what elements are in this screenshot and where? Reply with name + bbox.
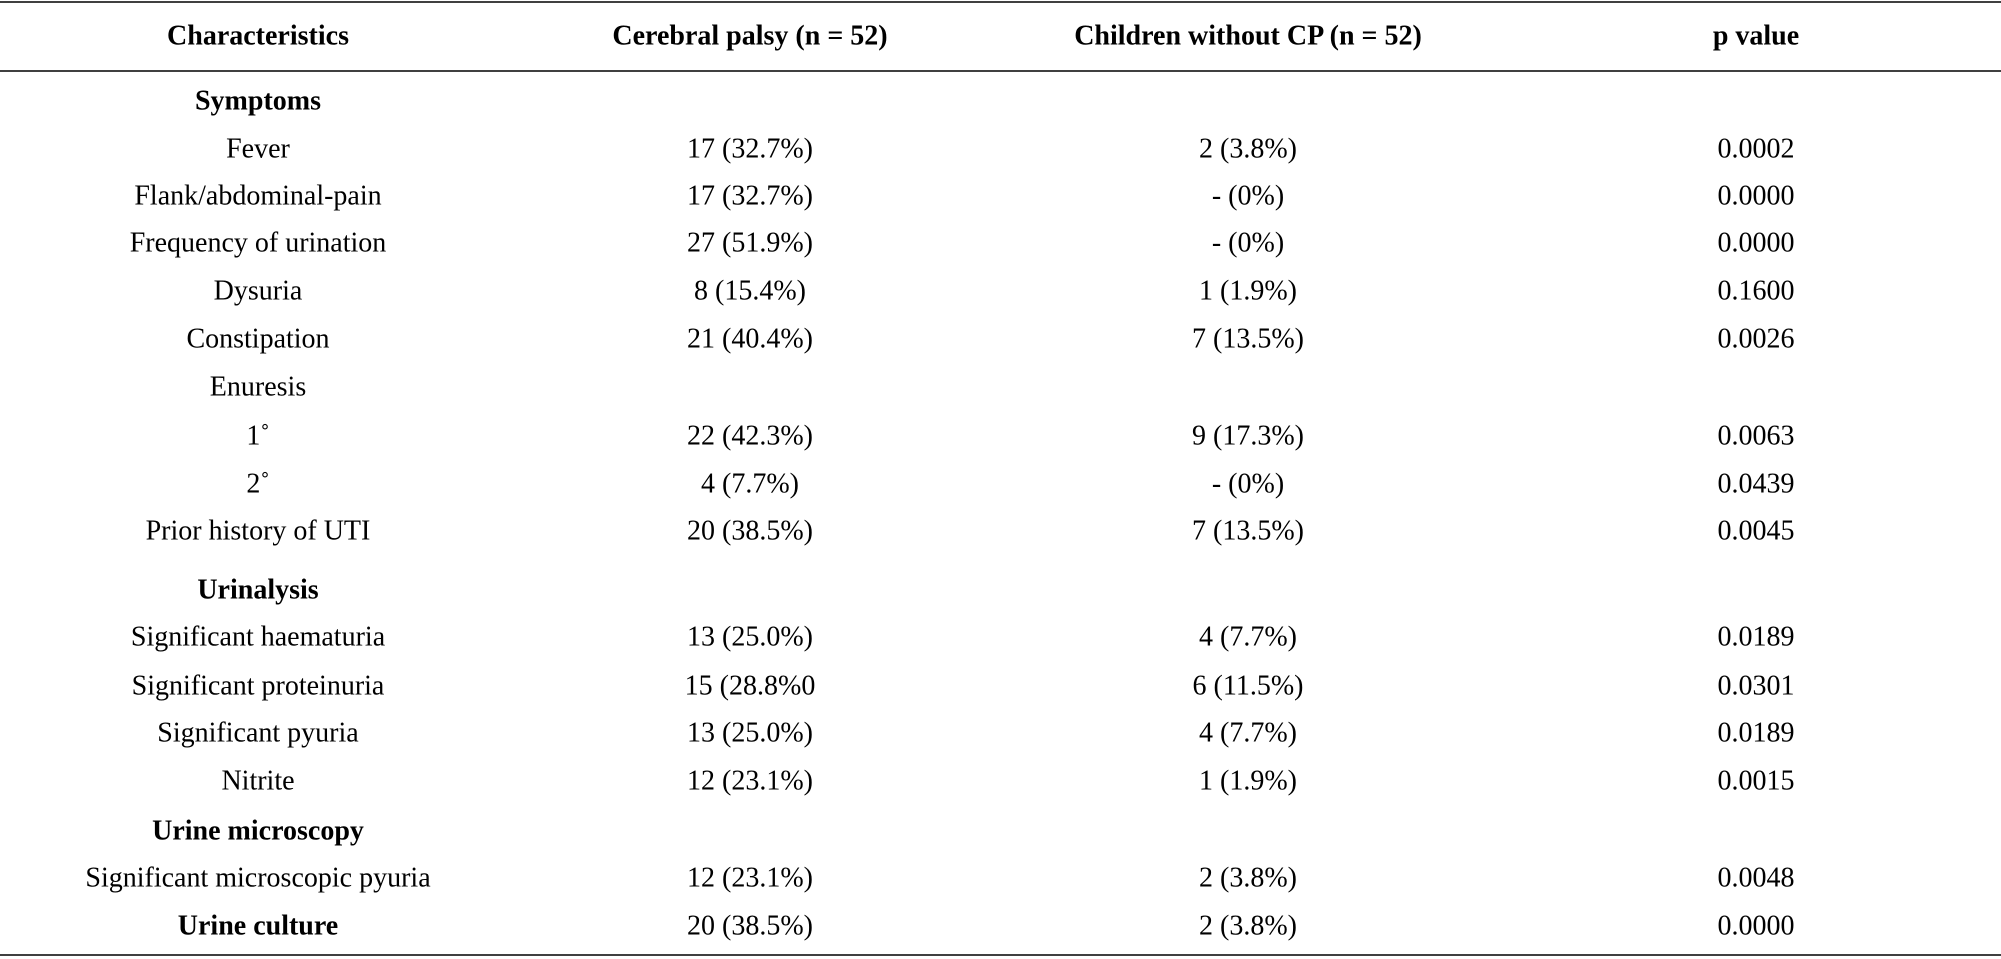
cell: 17 (32.7%) — [687, 133, 813, 164]
cell: 20 (38.5%) — [687, 515, 813, 546]
cell: 4 (7.7%) — [1199, 717, 1297, 748]
column-header: Children without CP (n = 52) — [1074, 20, 1422, 51]
cell: 13 (25.0%) — [687, 621, 813, 652]
row-label: Prior history of UTI — [146, 515, 371, 546]
row-label: Urine microscopy — [152, 815, 364, 846]
cell: 13 (25.0%) — [687, 717, 813, 748]
row-label: Significant microscopic pyuria — [85, 862, 431, 893]
cell: 0.0189 — [1718, 621, 1795, 652]
cell: - (0%) — [1212, 227, 1284, 258]
row-label: Urinalysis — [197, 574, 318, 605]
row-label: Dysuria — [214, 275, 303, 306]
cell: 9 (17.3%) — [1192, 420, 1304, 451]
cell: 21 (40.4%) — [687, 323, 813, 354]
cell: 6 (11.5%) — [1193, 670, 1304, 701]
row-label: Symptoms — [195, 85, 321, 116]
cell: 17 (32.7%) — [687, 180, 813, 211]
cell: 0.0045 — [1718, 515, 1795, 546]
cell: 12 (23.1%) — [687, 765, 813, 796]
row-label: Frequency of urination — [130, 227, 387, 258]
cell: 27 (51.9%) — [687, 227, 813, 258]
column-header: p value — [1713, 20, 1799, 51]
cell: 0.0002 — [1718, 133, 1795, 164]
cell: 1 (1.9%) — [1199, 275, 1297, 306]
cell: 0.0026 — [1718, 323, 1795, 354]
cell: 0.1600 — [1718, 275, 1795, 306]
cell: 12 (23.1%) — [687, 862, 813, 893]
cell: - (0%) — [1212, 180, 1284, 211]
row-label: Urine culture — [178, 910, 338, 941]
cell: 1 (1.9%) — [1199, 765, 1297, 796]
cell: 0.0439 — [1718, 468, 1795, 499]
row-label: Constipation — [186, 323, 329, 354]
cell: - (0%) — [1212, 468, 1284, 499]
cell: 0.0301 — [1718, 670, 1795, 701]
column-header: Characteristics — [167, 20, 349, 51]
row-label: Significant pyuria — [157, 717, 359, 748]
cell: 7 (13.5%) — [1192, 323, 1304, 354]
cell: 22 (42.3%) — [687, 420, 813, 451]
cell: 0.0000 — [1718, 227, 1795, 258]
cell: 0.0048 — [1718, 862, 1795, 893]
row-label: Significant proteinuria — [132, 670, 385, 701]
cell: 2 (3.8%) — [1199, 910, 1297, 941]
column-header: Cerebral palsy (n = 52) — [612, 20, 887, 51]
row-label: 2˚ — [246, 468, 269, 499]
cell: 2 (3.8%) — [1199, 862, 1297, 893]
cell: 7 (13.5%) — [1192, 515, 1304, 546]
cell: 20 (38.5%) — [687, 910, 813, 941]
cell: 0.0000 — [1718, 180, 1795, 211]
cell: 4 (7.7%) — [701, 468, 799, 499]
row-label: 1˚ — [246, 420, 269, 451]
row-label: Fever — [226, 133, 290, 164]
cell: 8 (15.4%) — [694, 275, 806, 306]
cell: 15 (28.8%0 — [685, 670, 816, 701]
cell: 0.0015 — [1718, 765, 1795, 796]
row-label: Flank/abdominal-pain — [134, 180, 381, 211]
cell: 0.0189 — [1718, 717, 1795, 748]
row-label: Significant haematuria — [131, 621, 386, 652]
cell: 0.0000 — [1718, 910, 1795, 941]
cell: 0.0063 — [1718, 420, 1795, 451]
row-label: Nitrite — [221, 765, 294, 796]
cell: 2 (3.8%) — [1199, 133, 1297, 164]
cell: 4 (7.7%) — [1199, 621, 1297, 652]
row-label: Enuresis — [210, 371, 306, 402]
